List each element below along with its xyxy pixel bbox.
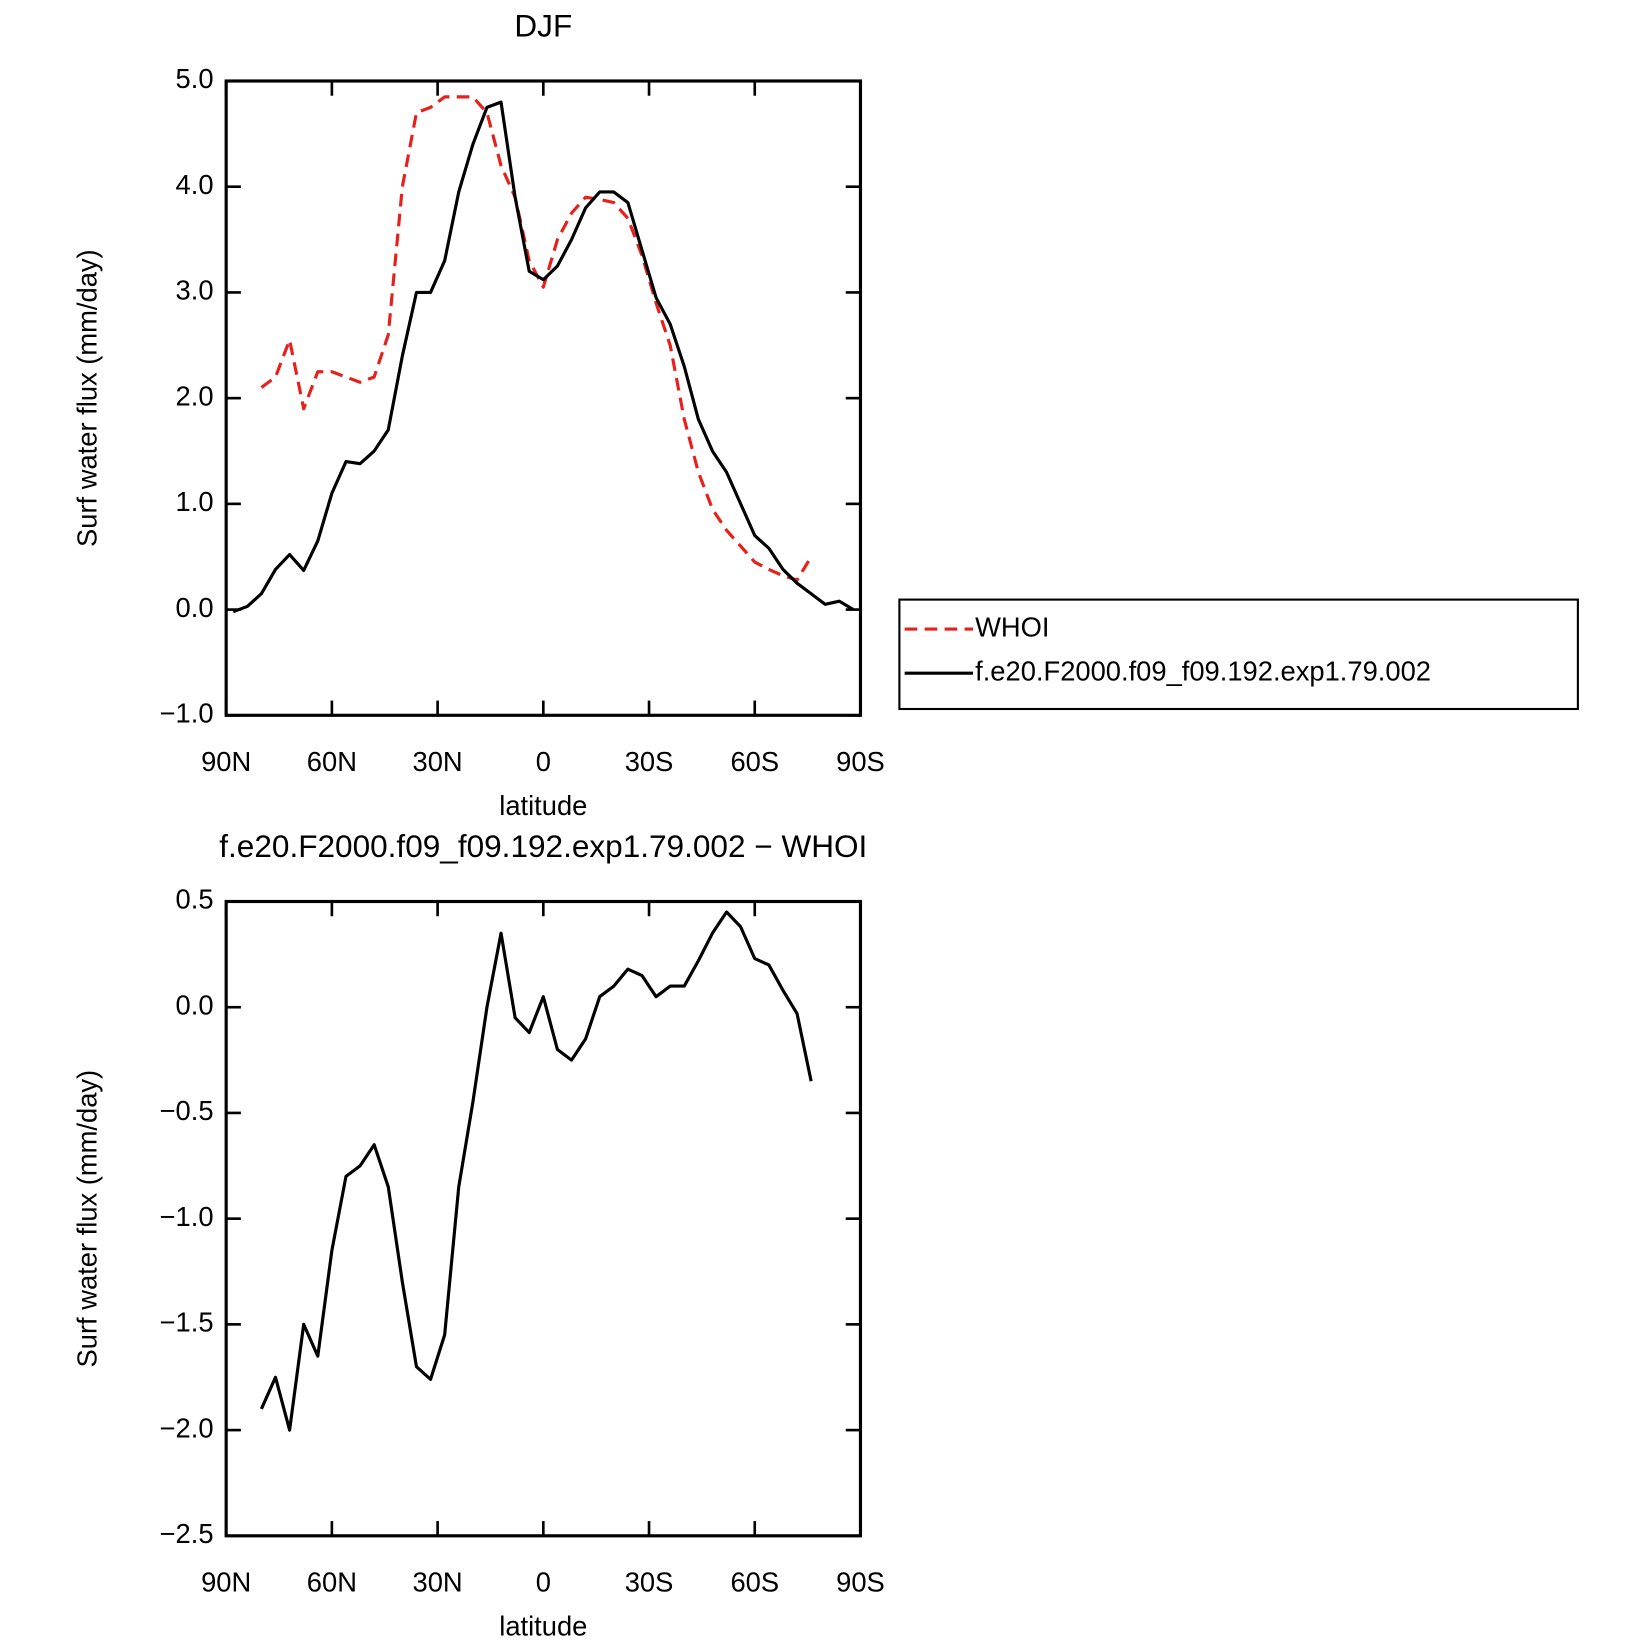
y-tick-label: −2.5: [160, 1518, 214, 1549]
y-tick-label: 5.0: [176, 63, 214, 94]
y-tick-label: 0.5: [176, 884, 214, 915]
x-tick-label: 90S: [836, 746, 885, 777]
x-tick-label: 90N: [201, 746, 251, 777]
legend-label: f.e20.F2000.f09_f09.192.exp1.79.002: [975, 655, 1431, 686]
x-axis-label: latitude: [499, 1611, 587, 1641]
y-axis-label: Surf water flux (mm/day): [72, 1070, 103, 1368]
x-tick-label: 30S: [625, 746, 674, 777]
x-tick-label: 90S: [836, 1566, 885, 1597]
x-tick-label: 90N: [201, 1566, 251, 1597]
y-tick-label: 0.0: [176, 989, 214, 1020]
y-tick-label: 4.0: [176, 169, 214, 200]
y-tick-label: 1.0: [176, 486, 214, 517]
plot-frame: [224, 79, 863, 717]
x-tick-label: 60N: [307, 746, 357, 777]
x-tick-label: 0: [536, 1566, 551, 1597]
y-tick-label: 0.0: [176, 592, 214, 623]
y-tick-label: −1.5: [160, 1307, 214, 1338]
y-axis-label: Surf water flux (mm/day): [72, 249, 103, 547]
chart-title: f.e20.F2000.f09_f09.192.exp1.79.002 − WH…: [219, 828, 867, 864]
data-line: [260, 95, 813, 582]
x-tick-label: 30S: [625, 1566, 674, 1597]
x-tick-label: 0: [536, 746, 551, 777]
x-tick-label: 30N: [413, 746, 463, 777]
x-tick-label: 60S: [730, 746, 779, 777]
x-tick-label: 60S: [730, 1566, 779, 1597]
data-line: [259, 910, 813, 1432]
y-tick-label: −0.5: [160, 1095, 214, 1126]
x-axis-label: latitude: [499, 790, 587, 821]
x-tick-label: 60N: [307, 1566, 357, 1597]
y-tick-label: 3.0: [176, 275, 214, 306]
data-line: [232, 100, 855, 614]
legend-label: WHOI: [975, 611, 1049, 642]
y-tick-label: −1.0: [160, 1201, 214, 1232]
x-tick-label: 30N: [413, 1566, 463, 1597]
plot-frame: [224, 899, 863, 1538]
chart-title: DJF: [514, 8, 572, 44]
legend-box: [898, 598, 1579, 711]
y-tick-label: 2.0: [176, 380, 214, 411]
y-tick-label: −1.0: [160, 698, 214, 729]
y-tick-label: −2.0: [160, 1412, 214, 1443]
